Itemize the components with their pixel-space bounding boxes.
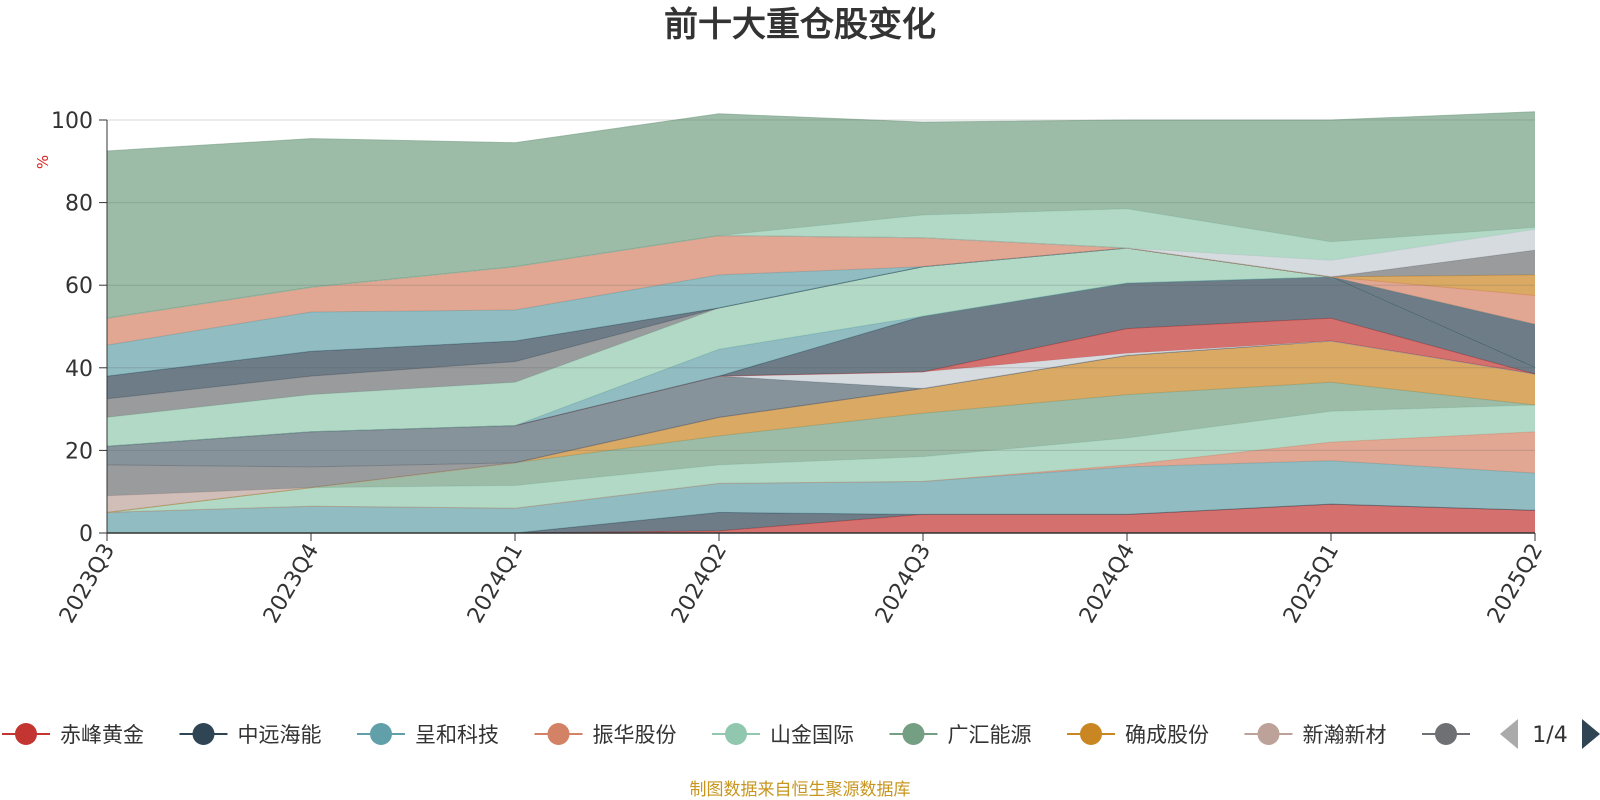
- data-source-note: 制图数据来自恒生聚源数据库: [690, 780, 911, 800]
- area-series-5[interactable]: [107, 405, 1535, 513]
- area-series-6[interactable]: [107, 382, 1535, 513]
- legend-item[interactable]: [1422, 723, 1470, 745]
- area-series-9[interactable]: [107, 341, 1535, 496]
- legend-circle-icon: [1080, 723, 1102, 745]
- y-axis-ticks: 0 20 40 60 80 100: [51, 109, 107, 547]
- legend-circle-icon: [370, 723, 392, 745]
- area-series-16[interactable]: [107, 248, 1535, 418]
- area-series-23[interactable]: [107, 208, 1535, 319]
- area-series-2[interactable]: [107, 504, 1535, 533]
- grid-lines: [107, 119, 1535, 451]
- legend-label: 确成股份: [1125, 723, 1209, 747]
- legend-item[interactable]: 山金国际: [712, 723, 854, 747]
- legend-label: 新瀚新材: [1303, 723, 1387, 747]
- x-tick-label: 2024Q4: [1075, 540, 1140, 628]
- legend-label: 广汇能源: [948, 723, 1032, 747]
- area-series-13[interactable]: [107, 276, 1535, 447]
- legend-label: 中远海能: [238, 723, 322, 747]
- area-series-3[interactable]: [107, 460, 1535, 533]
- legend-circle-icon: [192, 723, 215, 745]
- legend-next-page-button[interactable]: [1582, 719, 1600, 749]
- area-series-10[interactable]: [107, 341, 1535, 467]
- legend-prev-page-button[interactable]: [1500, 719, 1518, 749]
- x-tick-label: 2024Q1: [463, 540, 528, 628]
- legend-item[interactable]: 新瀚新材: [1244, 723, 1387, 747]
- legend-label: 山金国际: [770, 723, 854, 747]
- x-tick-label: 2025Q1: [1279, 540, 1344, 628]
- area-series-edge-24: [106, 111, 1536, 152]
- y-tick-label: 20: [65, 439, 93, 464]
- legend-item[interactable]: 呈和科技: [357, 723, 499, 747]
- legend-circle-icon: [15, 723, 37, 745]
- x-tick-label: 2025Q2: [1483, 540, 1548, 628]
- legend-circle-icon: [547, 723, 570, 745]
- legend-item[interactable]: 确成股份: [1067, 723, 1209, 747]
- legend-item[interactable]: 赤峰黄金: [2, 723, 144, 747]
- legend-label: 振华股份: [593, 723, 677, 747]
- x-tick-label: 2023Q4: [259, 540, 324, 628]
- legend-circle-icon: [1257, 723, 1280, 745]
- area-series-1[interactable]: [107, 504, 1535, 533]
- y-tick-label: 60: [65, 274, 93, 299]
- legend-item[interactable]: 振华股份: [534, 723, 677, 747]
- area-series-18[interactable]: [107, 248, 1535, 377]
- area-series-17[interactable]: [107, 248, 1535, 399]
- legend: 赤峰黄金 中远海能 呈和科技 振华股份 山金国际 广汇能源 确成股份 新瀚新材: [2, 723, 1470, 747]
- area-series-15[interactable]: [107, 248, 1535, 447]
- y-axis-unit-label: %: [34, 155, 52, 169]
- legend-circle-icon: [902, 723, 925, 745]
- y-tick-label: 0: [79, 522, 93, 547]
- axes: [106, 120, 1535, 534]
- area-series-19[interactable]: [107, 235, 1535, 346]
- y-tick-label: 100: [51, 109, 93, 134]
- x-tick-label: 2024Q2: [667, 540, 732, 628]
- chart-title: 前十大重仓股变化: [664, 5, 936, 45]
- area-series-7[interactable]: [107, 341, 1535, 513]
- y-tick-label: 40: [65, 357, 93, 382]
- y-tick-label: 80: [65, 192, 93, 217]
- legend-circle-icon: [725, 723, 747, 745]
- area-series-24[interactable]: [107, 111, 1535, 319]
- area-series-4[interactable]: [107, 431, 1535, 513]
- legend-item[interactable]: 中远海能: [179, 723, 322, 747]
- x-axis-ticks: 2023Q3 2023Q4 2024Q1 2024Q2 2024Q3 2024Q4 2025…: [55, 533, 1548, 628]
- area-layers: [106, 111, 1536, 534]
- x-tick-label: 2023Q3: [55, 540, 120, 628]
- triangle-right-icon: [1582, 719, 1600, 749]
- legend-label: 赤峰黄金: [60, 723, 144, 747]
- legend-circle-icon: [1435, 723, 1457, 745]
- legend-label: 呈和科技: [415, 723, 499, 747]
- x-tick-label: 2024Q3: [871, 540, 936, 628]
- legend-item[interactable]: 广汇能源: [889, 723, 1032, 747]
- legend-page-indicator: 1/4: [1532, 723, 1567, 748]
- triangle-left-icon: [1500, 719, 1518, 749]
